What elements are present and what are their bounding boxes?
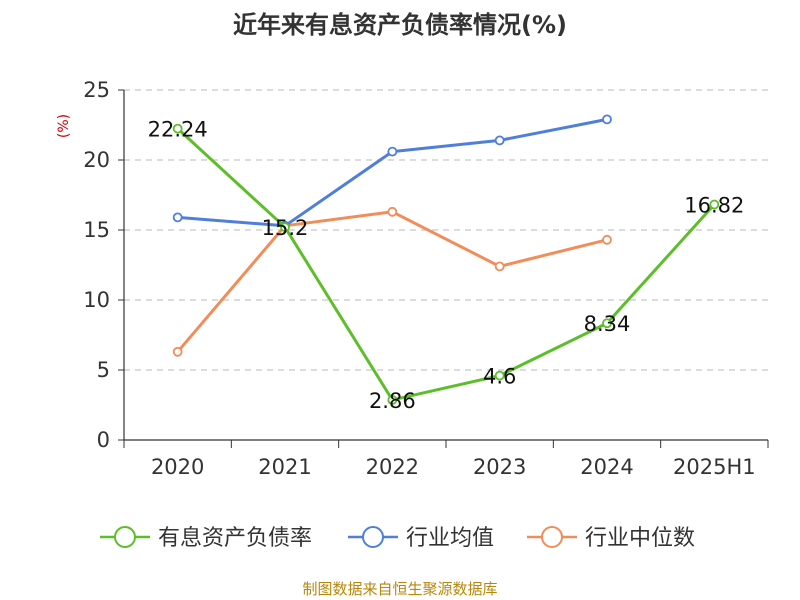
data-label: 2.86 (369, 389, 416, 413)
data-point (172, 346, 183, 357)
data-point (280, 222, 290, 233)
series-line (176, 210, 608, 353)
data-point (602, 318, 612, 329)
x-tick-label: 2025H1 (673, 455, 756, 479)
data-point (387, 146, 398, 157)
y-tick-label: 0 (97, 428, 110, 452)
y-unit-label: (%) (56, 114, 72, 138)
legend[interactable]: 有息资产负债率 行业均值 行业中位数 (100, 526, 695, 551)
data-point (602, 114, 612, 125)
legend-marker-icon[interactable] (362, 526, 384, 548)
data-point (387, 206, 398, 217)
y-tick-label: 15 (83, 218, 110, 242)
data-point (602, 234, 612, 245)
y-tick-label: 20 (83, 148, 110, 172)
legend-marker-icon[interactable] (541, 526, 563, 548)
series-lines (172, 114, 720, 405)
x-tick-label: 2023 (473, 455, 526, 479)
legend-label[interactable]: 行业均值 (406, 526, 494, 551)
data-point (494, 370, 505, 381)
data-label: 16.82 (684, 194, 744, 218)
data-point (172, 123, 183, 134)
data-label: 4.6 (483, 365, 516, 389)
data-label: 8.34 (584, 312, 631, 336)
y-tick-label: 10 (83, 288, 110, 312)
legend-label[interactable]: 行业中位数 (585, 526, 695, 551)
axes: 0 5 10 15 20 25 2020 2021 2022 2023 2024 2025H1 (83, 78, 769, 479)
y-tick-label: 25 (83, 78, 110, 102)
x-tick-label: 2024 (580, 455, 633, 479)
legend-label[interactable]: 有息资产负债率 (158, 526, 312, 551)
source-note: 制图数据来自恒生聚源数据库 (302, 580, 497, 598)
data-label: 22.24 (148, 118, 208, 142)
y-tick-label: 5 (97, 358, 110, 382)
x-tick-label: 2022 (366, 455, 419, 479)
x-tick-label: 2020 (151, 455, 204, 479)
data-point (387, 395, 398, 405)
x-tick-label: 2021 (258, 455, 311, 479)
data-labels: 22.24 15.2 2.86 4.6 8.34 16.82 (148, 118, 745, 413)
legend-marker-icon[interactable] (114, 526, 136, 548)
data-point (709, 199, 720, 210)
data-point (494, 261, 505, 272)
grid (124, 89, 768, 371)
series-line (176, 127, 716, 402)
data-point (494, 135, 505, 146)
chart-title: 近年来有息资产负债率情况(%) (233, 11, 567, 39)
data-label: 15.2 (262, 216, 309, 240)
data-point (172, 212, 183, 223)
